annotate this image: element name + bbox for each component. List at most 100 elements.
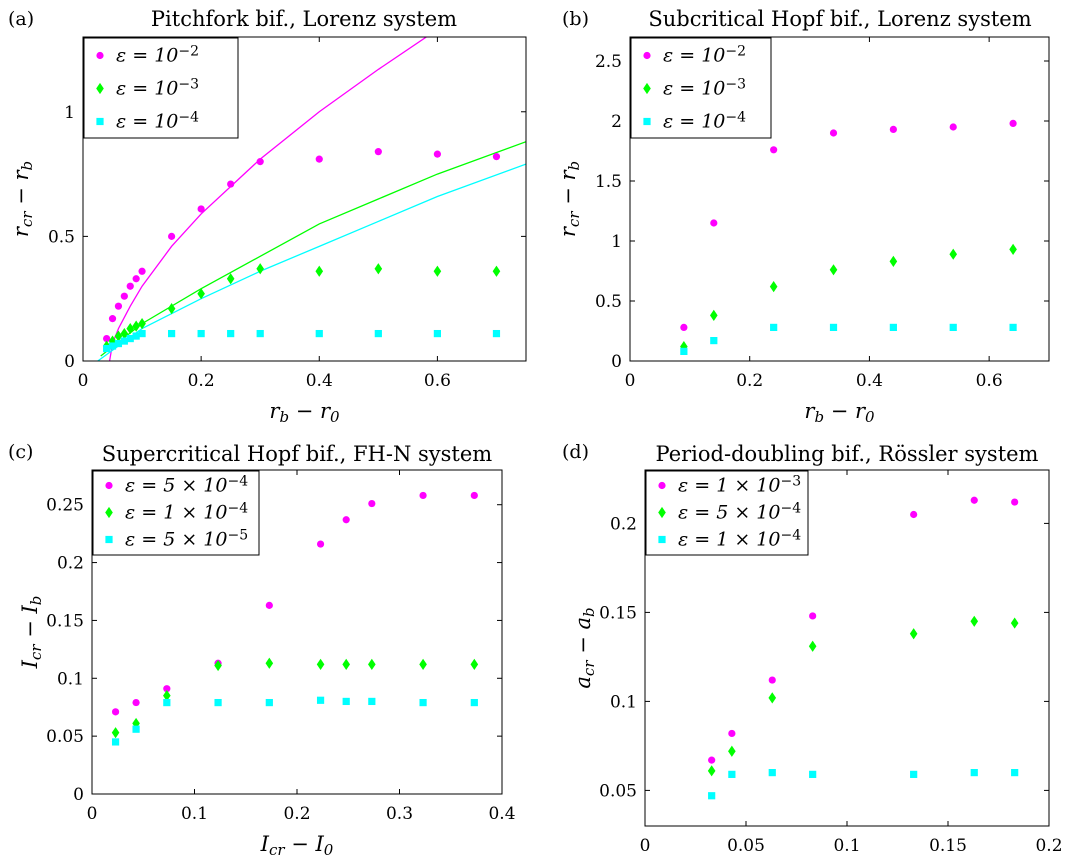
panel-tag: (d) bbox=[562, 441, 589, 463]
data-point-s0-9 bbox=[470, 491, 478, 500]
y-tick-label: 0 bbox=[73, 785, 84, 805]
data-point-s0-6 bbox=[1011, 498, 1019, 506]
data-point-s1-6 bbox=[342, 658, 350, 670]
data-point-s1-1 bbox=[728, 745, 736, 757]
legend-marker-2 bbox=[658, 535, 666, 544]
data-point-s0-7 bbox=[368, 499, 376, 508]
legend-box bbox=[92, 470, 260, 556]
data-point-s2-1 bbox=[132, 725, 140, 733]
y-tick-label: 0.05 bbox=[46, 727, 84, 747]
data-point-s2-8 bbox=[197, 329, 205, 338]
data-point-s0-0 bbox=[680, 323, 688, 331]
x-axis-label: Icr − I0 bbox=[260, 832, 334, 859]
legend: ε = 10−2 ε = 10−3 ε = 10−4 bbox=[83, 37, 239, 139]
data-point-s1-8 bbox=[197, 288, 205, 300]
data-point-s1-6 bbox=[1010, 617, 1019, 629]
legend-entry: ε = 1 × 10−4 bbox=[125, 500, 248, 523]
data-point-s1-9 bbox=[226, 273, 235, 285]
data-point-s2-3 bbox=[214, 698, 222, 707]
data-point-s0-0 bbox=[111, 708, 120, 716]
y-tick-label: 0.05 bbox=[599, 781, 637, 801]
legend: ε = 1 × 10−3 ε = 5 × 10−4 ε = 1 × 10−4 bbox=[645, 470, 809, 556]
data-point-s2-4 bbox=[910, 770, 918, 778]
data-point-s1-3 bbox=[214, 659, 222, 672]
legend: ε = 10−2 ε = 10−3 ε = 10−4 bbox=[630, 37, 772, 139]
data-point-s1-3 bbox=[829, 264, 838, 276]
plot-area bbox=[707, 496, 1019, 800]
legend-marker-0 bbox=[658, 481, 666, 490]
data-point-s1-4 bbox=[126, 323, 135, 335]
data-point-s0-6 bbox=[342, 516, 350, 524]
data-point-s2-0 bbox=[708, 792, 716, 800]
y-tick-label: 0.1 bbox=[57, 669, 84, 689]
data-point-s2-2 bbox=[163, 698, 171, 707]
data-point-s0-10 bbox=[256, 158, 264, 166]
y-tick-label: 2 bbox=[611, 112, 622, 132]
x-tick-label: 0.4 bbox=[306, 371, 333, 391]
data-point-s1-3 bbox=[120, 327, 129, 340]
data-point-s1-2 bbox=[114, 330, 123, 342]
data-point-s1-8 bbox=[419, 658, 427, 670]
data-point-s0-13 bbox=[433, 150, 441, 158]
data-point-s1-1 bbox=[132, 717, 140, 730]
data-point-s1-9 bbox=[470, 658, 479, 670]
data-point-s0-8 bbox=[197, 205, 205, 213]
data-point-s1-6 bbox=[1009, 243, 1017, 255]
x-tick-label: 0.6 bbox=[976, 371, 1003, 391]
data-point-s2-6 bbox=[138, 329, 146, 338]
data-point-s1-0 bbox=[111, 727, 120, 739]
legend-marker-0 bbox=[105, 481, 113, 490]
data-point-s2-4 bbox=[126, 334, 134, 343]
data-point-s1-1 bbox=[108, 335, 117, 347]
x-tick-label: 0.05 bbox=[727, 836, 765, 856]
data-point-s0-4 bbox=[910, 510, 918, 519]
legend-entry: ε = 1 × 10−3 bbox=[678, 473, 801, 496]
data-point-s2-8 bbox=[419, 698, 427, 707]
data-point-s2-12 bbox=[374, 329, 382, 338]
data-point-s2-5 bbox=[970, 769, 978, 777]
legend-box bbox=[630, 37, 772, 139]
y-axis-label: rcr − rb bbox=[9, 161, 36, 237]
data-point-s1-5 bbox=[316, 658, 325, 670]
panel-title: Period-doubling bif., Rössler system bbox=[656, 442, 1039, 466]
data-point-s2-0 bbox=[111, 738, 120, 746]
data-point-s0-0 bbox=[708, 756, 716, 764]
data-point-s2-14 bbox=[492, 329, 501, 338]
data-point-s2-1 bbox=[728, 770, 736, 778]
fit-curve-1 bbox=[100, 141, 526, 357]
data-point-s1-5 bbox=[949, 248, 958, 260]
data-point-s1-14 bbox=[492, 265, 501, 277]
x-tick-label: 0 bbox=[78, 371, 89, 391]
data-point-s1-5 bbox=[132, 320, 140, 332]
data-point-s0-2 bbox=[770, 146, 778, 154]
fit-curve-0 bbox=[108, 37, 428, 361]
x-axis-label: rb − r0 bbox=[804, 399, 875, 426]
data-point-s0-3 bbox=[120, 292, 128, 300]
data-point-s2-5 bbox=[132, 332, 140, 340]
panel-b: (b) Subcritical Hopf bif., Lorenz system 0… bbox=[556, 7, 1050, 426]
x-tick-label: 0.4 bbox=[856, 371, 883, 391]
data-point-s2-2 bbox=[114, 339, 123, 348]
data-point-s0-1 bbox=[710, 219, 718, 227]
x-tick-label: 0.4 bbox=[488, 804, 515, 824]
data-point-s0-6 bbox=[138, 267, 146, 275]
data-point-s0-4 bbox=[126, 282, 134, 290]
data-point-s0-4 bbox=[265, 601, 273, 609]
legend-box bbox=[83, 37, 239, 139]
panel-title: Subcritical Hopf bif., Lorenz system bbox=[648, 7, 1031, 31]
legend-marker-1 bbox=[105, 506, 113, 519]
legend-entry: ε = 5 × 10−4 bbox=[678, 500, 801, 523]
data-point-s2-0 bbox=[680, 347, 688, 355]
data-point-s0-1 bbox=[108, 315, 117, 323]
plot-area bbox=[680, 119, 1017, 355]
data-point-s1-5 bbox=[970, 615, 979, 627]
legend-marker-2 bbox=[96, 117, 104, 126]
data-point-s0-0 bbox=[103, 334, 111, 343]
y-tick-label: 0.5 bbox=[48, 227, 75, 247]
data-point-s1-4 bbox=[889, 255, 898, 267]
legend-entry: ε = 5 × 10−4 bbox=[125, 473, 248, 496]
data-point-s0-2 bbox=[768, 676, 776, 684]
data-point-s1-1 bbox=[710, 309, 718, 321]
data-point-s2-4 bbox=[265, 698, 273, 707]
